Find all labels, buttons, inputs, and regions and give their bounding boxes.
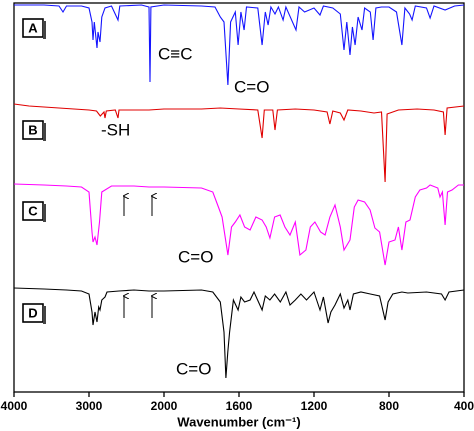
x-tick-label: 2000 — [151, 399, 178, 413]
x-axis-label: Wavenumber (cm⁻¹) — [177, 414, 300, 429]
plot-frame — [13, 2, 465, 393]
annotation: C=O — [234, 77, 269, 96]
spectrum-line — [13, 103, 465, 183]
annotation: C=O — [176, 359, 211, 378]
panel-label: C — [28, 203, 38, 218]
panel-box-shadow — [43, 21, 46, 39]
annotation: -SH — [101, 120, 130, 139]
panel-label: D — [28, 305, 37, 320]
panel-box-shadow — [43, 123, 46, 141]
x-tick-label: 1200 — [301, 399, 328, 413]
panel-box-shadow — [43, 204, 46, 222]
panel-label: B — [28, 122, 37, 137]
x-tick-label: 1600 — [226, 399, 253, 413]
arrows — [124, 196, 152, 318]
spectrum-line — [13, 287, 465, 379]
panel-box-shadow — [43, 306, 46, 324]
spectrum-line — [13, 183, 464, 266]
x-tick-label: 4000 — [1, 399, 28, 413]
annotation: C=O — [178, 247, 213, 266]
spectrum-line — [14, 4, 465, 86]
x-tick-label: 800 — [379, 399, 399, 413]
annotation: C≡C — [158, 44, 192, 63]
x-tick-label: 3000 — [76, 399, 103, 413]
panel-label: A — [28, 20, 38, 35]
x-tick-label: 400 — [454, 399, 474, 413]
